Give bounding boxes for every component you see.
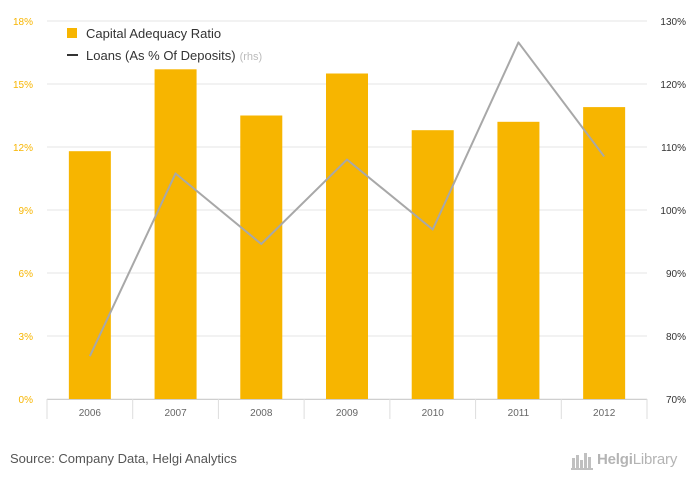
chart: 2006 2007 2008 2009 2010 2011 2012 0% 3% 6% 9% 12%… — [13, 17, 686, 419]
bar-2010 — [411, 130, 454, 399]
left-tick-label: 3% — [19, 332, 34, 343]
legend-swatch-bar — [67, 28, 77, 38]
right-tick-label: 110% — [661, 143, 686, 154]
helgi-library-logo: HelgiLibrary — [571, 449, 693, 473]
right-tick-label: 120% — [660, 80, 686, 91]
left-tick-label: 6% — [19, 269, 34, 280]
bar-series — [68, 69, 626, 400]
right-y-axis: 70% 80% 90% 100% 110% 120% 130% — [660, 17, 686, 406]
left-tick-label: 15% — [13, 80, 33, 91]
legend-label-bar: Capital Adequacy Ratio — [86, 26, 221, 41]
x-tick-label: 2008 — [250, 408, 273, 419]
x-tick-label: 2011 — [508, 408, 530, 419]
legend: Capital Adequacy Ratio Loans (As % Of De… — [67, 26, 262, 63]
bar-2012 — [583, 107, 626, 399]
x-tick-label: 2012 — [593, 408, 616, 419]
bar-2009 — [326, 73, 368, 399]
right-tick-label: 100% — [660, 206, 686, 217]
right-tick-label: 70% — [666, 395, 686, 406]
x-tick-label: 2007 — [164, 408, 187, 419]
right-tick-label: 80% — [666, 332, 686, 343]
x-axis: 2006 2007 2008 2009 2010 2011 2012 — [46, 399, 648, 419]
legend-line-name: Loans (As % Of Deposits) — [86, 48, 236, 63]
left-tick-label: 9% — [19, 206, 34, 217]
left-tick-label: 0% — [19, 395, 34, 406]
left-tick-label: 12% — [13, 143, 33, 154]
right-tick-label: 90% — [666, 269, 686, 280]
library-icon — [571, 453, 593, 470]
bar-2007 — [154, 69, 197, 400]
x-tick-label: 2006 — [79, 408, 102, 419]
x-tick-label: 2009 — [336, 408, 359, 419]
legend-line-suffix: (rhs) — [240, 51, 263, 63]
bar-2008 — [240, 115, 283, 399]
line-series — [88, 41, 605, 357]
bar-2006 — [68, 151, 111, 399]
bar-2011 — [497, 121, 540, 400]
right-tick-label: 130% — [660, 17, 686, 28]
left-tick-label: 18% — [13, 17, 33, 28]
left-y-axis: 0% 3% 6% 9% 12% 15% 18% — [13, 17, 33, 406]
source-note: Source: Company Data, Helgi Analytics — [10, 451, 237, 466]
brand-name: HelgiLibrary — [597, 451, 678, 468]
x-tick-label: 2010 — [422, 408, 445, 419]
legend-label-line: Loans (As % Of Deposits) (rhs) — [86, 48, 262, 63]
